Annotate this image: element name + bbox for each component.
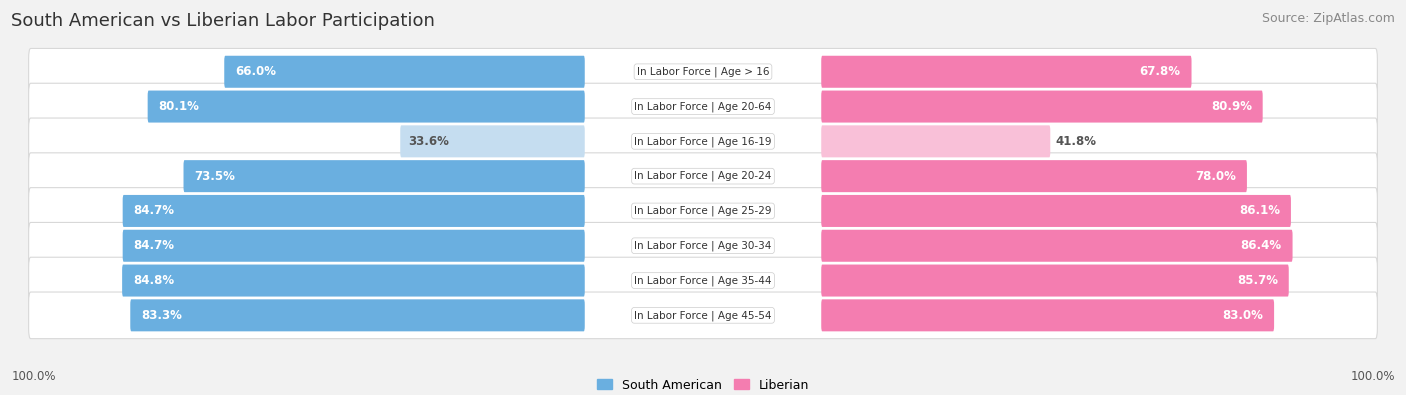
Text: 73.5%: 73.5% bbox=[194, 169, 235, 182]
FancyBboxPatch shape bbox=[28, 222, 1378, 269]
Text: In Labor Force | Age 16-19: In Labor Force | Age 16-19 bbox=[634, 136, 772, 147]
FancyBboxPatch shape bbox=[28, 188, 1378, 234]
Text: 100.0%: 100.0% bbox=[11, 370, 56, 383]
FancyBboxPatch shape bbox=[821, 265, 1289, 297]
FancyBboxPatch shape bbox=[821, 56, 1191, 88]
Text: 84.8%: 84.8% bbox=[134, 274, 174, 287]
FancyBboxPatch shape bbox=[28, 83, 1378, 130]
FancyBboxPatch shape bbox=[122, 265, 585, 297]
Legend: South American, Liberian: South American, Liberian bbox=[591, 372, 815, 395]
Text: In Labor Force | Age 45-54: In Labor Force | Age 45-54 bbox=[634, 310, 772, 321]
Text: 66.0%: 66.0% bbox=[235, 65, 276, 78]
Text: 100.0%: 100.0% bbox=[1350, 370, 1395, 383]
Text: In Labor Force | Age > 16: In Labor Force | Age > 16 bbox=[637, 66, 769, 77]
Text: 86.1%: 86.1% bbox=[1239, 205, 1279, 218]
FancyBboxPatch shape bbox=[224, 56, 585, 88]
FancyBboxPatch shape bbox=[148, 90, 585, 122]
FancyBboxPatch shape bbox=[131, 299, 585, 331]
FancyBboxPatch shape bbox=[122, 195, 585, 227]
Text: In Labor Force | Age 20-64: In Labor Force | Age 20-64 bbox=[634, 101, 772, 112]
Text: South American vs Liberian Labor Participation: South American vs Liberian Labor Partici… bbox=[11, 12, 434, 30]
Text: 80.1%: 80.1% bbox=[159, 100, 200, 113]
Text: 78.0%: 78.0% bbox=[1195, 169, 1236, 182]
FancyBboxPatch shape bbox=[28, 153, 1378, 199]
Text: 83.3%: 83.3% bbox=[141, 309, 183, 322]
Text: In Labor Force | Age 20-24: In Labor Force | Age 20-24 bbox=[634, 171, 772, 181]
FancyBboxPatch shape bbox=[821, 195, 1291, 227]
Text: 84.7%: 84.7% bbox=[134, 239, 174, 252]
FancyBboxPatch shape bbox=[821, 230, 1292, 262]
Text: 85.7%: 85.7% bbox=[1237, 274, 1278, 287]
Text: 41.8%: 41.8% bbox=[1056, 135, 1097, 148]
FancyBboxPatch shape bbox=[821, 299, 1274, 331]
FancyBboxPatch shape bbox=[28, 118, 1378, 165]
FancyBboxPatch shape bbox=[28, 257, 1378, 304]
Text: 67.8%: 67.8% bbox=[1140, 65, 1181, 78]
Text: 84.7%: 84.7% bbox=[134, 205, 174, 218]
FancyBboxPatch shape bbox=[821, 90, 1263, 122]
Text: 83.0%: 83.0% bbox=[1222, 309, 1263, 322]
Text: 80.9%: 80.9% bbox=[1211, 100, 1251, 113]
Text: In Labor Force | Age 25-29: In Labor Force | Age 25-29 bbox=[634, 206, 772, 216]
FancyBboxPatch shape bbox=[28, 292, 1378, 339]
FancyBboxPatch shape bbox=[401, 125, 585, 157]
Text: 86.4%: 86.4% bbox=[1240, 239, 1282, 252]
FancyBboxPatch shape bbox=[821, 125, 1050, 157]
Text: In Labor Force | Age 35-44: In Labor Force | Age 35-44 bbox=[634, 275, 772, 286]
FancyBboxPatch shape bbox=[821, 160, 1247, 192]
FancyBboxPatch shape bbox=[28, 49, 1378, 95]
FancyBboxPatch shape bbox=[184, 160, 585, 192]
FancyBboxPatch shape bbox=[122, 230, 585, 262]
Text: Source: ZipAtlas.com: Source: ZipAtlas.com bbox=[1261, 12, 1395, 25]
Text: 33.6%: 33.6% bbox=[408, 135, 449, 148]
Text: In Labor Force | Age 30-34: In Labor Force | Age 30-34 bbox=[634, 241, 772, 251]
